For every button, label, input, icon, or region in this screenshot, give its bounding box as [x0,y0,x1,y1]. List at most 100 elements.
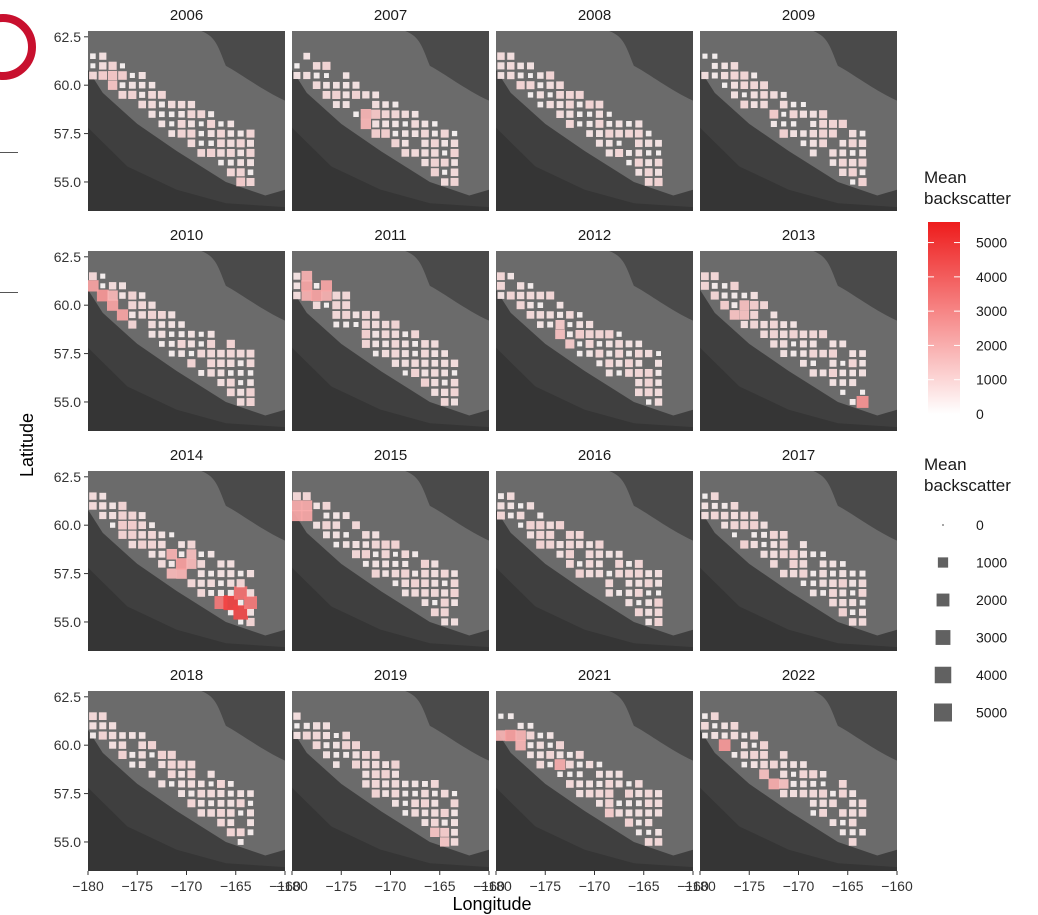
backscatter-cell [227,570,235,578]
backscatter-cell [849,609,856,615]
backscatter-cell [800,780,807,788]
backscatter-cell [497,52,505,60]
backscatter-cell [646,150,652,156]
backscatter-cell [809,799,817,807]
backscatter-cell [858,139,867,147]
backscatter-cell [741,761,748,768]
backscatter-cell [701,272,709,281]
backscatter-cell [809,139,817,147]
backscatter-cell [178,321,185,328]
backscatter-cell [615,149,624,157]
backscatter-cell [760,100,768,109]
landmass-alaska [405,471,489,541]
backscatter-cell [616,590,622,596]
backscatter-cell [381,320,390,329]
backscatter-cell [635,359,643,367]
backscatter-cell [635,168,643,176]
backscatter-cell [421,589,429,597]
backscatter-cell [769,109,779,119]
backscatter-cell [108,731,117,740]
backscatter-cell [322,501,331,510]
backscatter-cell [451,828,458,836]
backscatter-cell [810,780,817,787]
backscatter-cell [586,350,593,357]
backscatter-cell [138,540,147,549]
backscatter-cell [585,560,594,568]
backscatter-cell [342,101,350,108]
backscatter-cell [89,502,97,510]
backscatter-cell [178,790,185,797]
backscatter-cell [625,800,632,807]
backscatter-cell [440,789,449,798]
backscatter-cell [128,520,137,530]
backscatter-cell [303,71,311,80]
backscatter-cell [741,292,748,299]
backscatter-cell [246,617,255,627]
backscatter-cell [148,741,157,750]
backscatter-cell [187,780,196,788]
backscatter-cell [760,320,768,329]
backscatter-cell [247,819,254,827]
backscatter-cell [246,129,255,138]
backscatter-cell [790,321,797,328]
backscatter-cell [605,359,614,368]
backscatter-cell [586,780,593,788]
backscatter-cell [710,712,719,720]
backscatter-cell [371,109,381,119]
backscatter-cell [848,838,857,846]
backscatter-cell [596,130,603,137]
backscatter-cell [391,770,399,778]
backscatter-cell [360,109,372,120]
backscatter-cell [342,291,351,300]
backscatter-cell [420,559,429,568]
backscatter-cell [391,340,400,348]
backscatter-cell [432,121,438,127]
backscatter-cell [730,71,739,80]
backscatter-cell [849,399,856,405]
backscatter-cell [402,780,409,788]
backscatter-cell [586,320,594,329]
backscatter-cell [218,159,224,166]
backscatter-cell [645,570,653,577]
backscatter-cell [505,729,517,742]
backscatter-cell [401,579,409,587]
backscatter-cell [646,829,652,835]
facet-title: 2017 [782,447,815,464]
backscatter-cell [168,321,176,328]
backscatter-cell [507,492,515,500]
backscatter-cell [750,291,758,300]
backscatter-cell [169,331,175,337]
backscatter-cell [411,809,419,817]
backscatter-cell [119,292,126,299]
backscatter-cell [128,81,136,89]
facet-panel-2013: 2013 [700,227,897,431]
backscatter-cell [828,349,837,358]
landmass-alaska [405,31,489,101]
backscatter-cell [138,81,146,89]
backscatter-cell [507,71,515,80]
backscatter-cell [849,129,857,138]
backscatter-cell [139,91,146,98]
backscatter-cell [217,780,225,788]
backscatter-cell [546,71,555,80]
backscatter-cell [654,608,663,617]
backscatter-cell [565,120,574,128]
backscatter-cell [342,91,350,99]
backscatter-cell [606,111,612,117]
backscatter-cell [332,101,340,108]
backscatter-cell [391,320,400,329]
backscatter-cell [838,789,847,798]
backscatter-cell [605,799,614,808]
backscatter-cell [451,370,458,376]
backscatter-cell [197,149,206,157]
backscatter-cell [238,810,244,816]
backscatter-cell [391,780,400,788]
backscatter-cell [237,159,244,166]
backscatter-cell [247,829,254,836]
backscatter-cell [393,551,398,557]
backscatter-cell [615,770,623,778]
backscatter-cell [238,619,244,625]
backscatter-cell [596,799,603,807]
backscatter-cell [655,829,662,836]
x-tick-label: −170 [783,878,815,894]
